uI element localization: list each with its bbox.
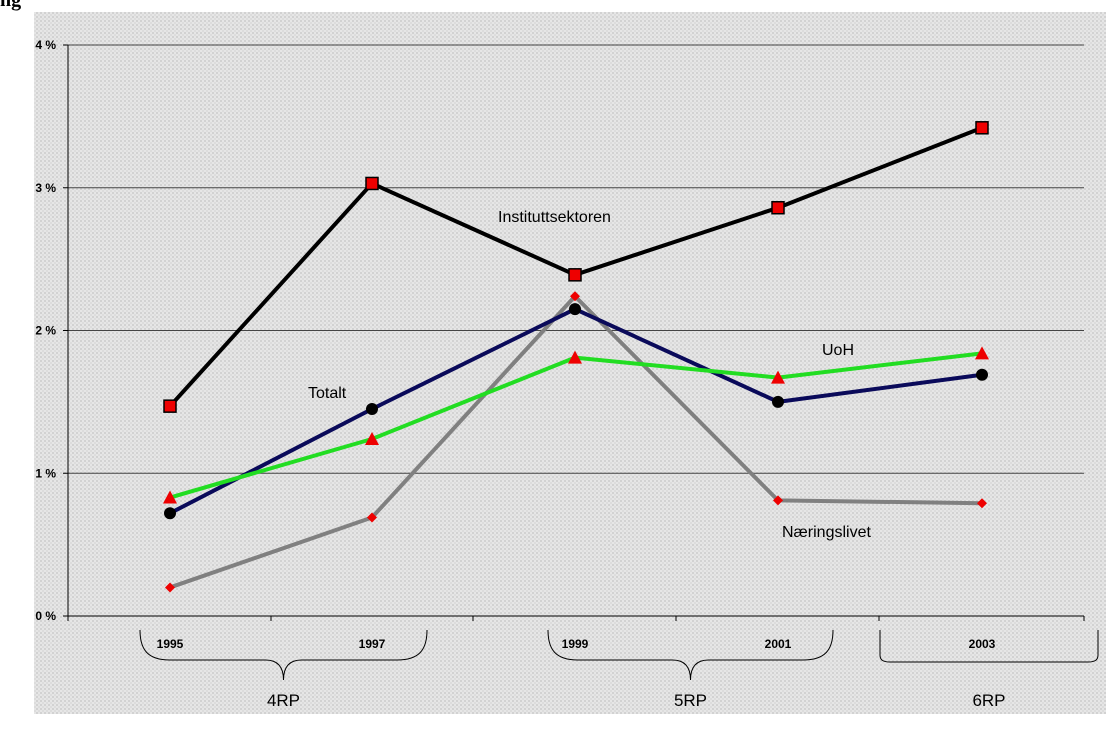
marker-diamond	[773, 495, 783, 506]
marker-square	[771, 200, 785, 215]
series-label: Instituttsektoren	[498, 209, 611, 226]
period-braces: 4RP 5RP 6RP	[139, 629, 1099, 710]
series-labels: Instituttsektoren Totalt UoH Næringslivet	[308, 209, 871, 541]
x-tick-label: 1999	[562, 637, 589, 651]
marker-diamond	[977, 498, 987, 509]
period-brace	[547, 629, 834, 681]
y-tick-label: 2 %	[35, 324, 56, 338]
marker-diamond	[367, 512, 377, 523]
marker-circle	[569, 303, 581, 316]
marker-circle	[366, 403, 378, 416]
y-tick-label: 4 %	[35, 38, 56, 52]
x-tick-label: 2001	[765, 637, 792, 651]
x-axis-tick-labels: 1995 1997 1999 2001 2003	[157, 637, 996, 651]
marker-circle	[976, 368, 988, 381]
series-label: UoH	[822, 342, 854, 359]
series-markers	[163, 121, 989, 593]
period-label: 5RP	[674, 691, 707, 710]
marker-square	[975, 121, 989, 135]
y-axis-tick-labels: 0 % 1 % 2 % 3 % 4 %	[35, 38, 56, 623]
marker-triangle	[365, 431, 379, 445]
marker-circle	[772, 395, 784, 408]
x-tick-label: 2003	[969, 637, 996, 651]
marker-triangle	[163, 490, 177, 504]
axes	[63, 44, 1085, 621]
marker-triangle	[568, 350, 582, 364]
marker-triangle	[975, 346, 989, 360]
period-label: 6RP	[972, 691, 1005, 710]
period-label: 4RP	[267, 691, 300, 710]
period-brace	[879, 630, 1099, 663]
marker-triangle	[771, 370, 785, 384]
y-tick-label: 1 %	[35, 466, 56, 480]
period-brace	[139, 629, 428, 681]
y-tick-label: 0 %	[35, 609, 56, 623]
marker-diamond	[570, 291, 580, 302]
marker-diamond	[165, 582, 175, 593]
heading-fragment: ng	[0, 0, 22, 11]
series-label: Næringslivet	[782, 524, 871, 541]
marker-circle	[164, 507, 176, 520]
y-tick-label: 3 %	[35, 181, 56, 195]
x-tick-label: 1997	[359, 637, 386, 651]
marker-square	[365, 176, 379, 191]
series-label: Totalt	[308, 385, 347, 402]
marker-square	[163, 399, 177, 413]
marker-square	[568, 268, 582, 282]
x-tick-label: 1995	[157, 637, 184, 651]
